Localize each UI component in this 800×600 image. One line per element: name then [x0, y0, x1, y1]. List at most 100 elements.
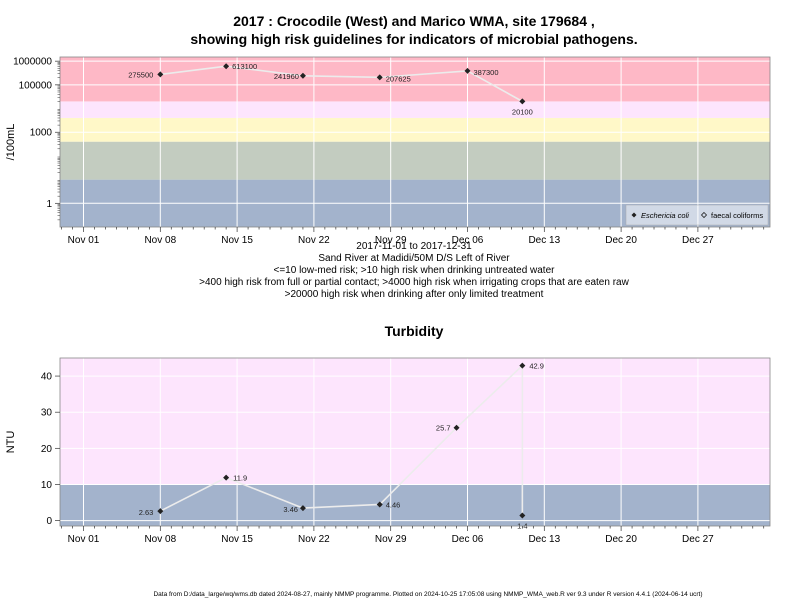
x-tick-label: Nov 15 [221, 534, 253, 545]
risk-bands [60, 57, 770, 227]
plot-frame [59, 56, 771, 228]
y-tick-label: 40 [41, 372, 53, 383]
turbidity-point-label: 11.9 [233, 474, 247, 483]
legend-marker-faecal [700, 211, 708, 219]
turbidity-grid-lines [60, 358, 770, 526]
ecoli-point [464, 67, 471, 74]
turbidity-point [519, 362, 526, 369]
turbidity-line-segment [379, 427, 458, 506]
y-tick-label: 1000 [30, 128, 53, 139]
ecoli-point-label: 207625 [386, 74, 411, 83]
y-tick-label: 1000000 [13, 57, 52, 68]
y-axis: 1 1000 100000 1000000 [13, 57, 60, 221]
ecoli-point-label: 275500 [128, 70, 153, 79]
ecoli-point-label: 20100 [512, 107, 533, 116]
ecoli-point-label: 241960 [274, 72, 299, 81]
turbidity-point-label: 3.46 [283, 505, 298, 514]
chart-title-line-2: showing high risk guidelines for indicat… [190, 31, 637, 47]
turbidity-line-segment [225, 476, 304, 509]
turbidity-point-label: 25.7 [436, 424, 451, 433]
turbidity-series-lines [159, 365, 524, 516]
x-tick-label: Nov 08 [144, 235, 176, 246]
microbial-chart: 2017 : Crocodile (West) and Marico WMA, … [5, 13, 771, 300]
y-tick-label: 10 [41, 480, 53, 491]
band-3 [60, 101, 770, 118]
x-axis: Nov 01 Nov 08 Nov 15 Nov 22 Nov 29 Dec 06 Dec … [61, 227, 765, 246]
series-lines [160, 65, 523, 103]
ecoli-line-segment [379, 70, 468, 79]
turbidity-title: Turbidity [385, 323, 444, 339]
y-axis-label: /100mL [5, 124, 17, 161]
turbidity-line-segment [302, 503, 380, 509]
turbidity-point [453, 424, 460, 431]
x-tick-label: Dec 13 [528, 235, 560, 246]
x-tick-label: Nov 08 [144, 534, 176, 545]
turbidity-plot-frame [59, 357, 771, 527]
y-tick-label: 30 [41, 408, 53, 419]
ecoli-point [376, 74, 383, 81]
turbidity-point-label: 2.63 [139, 508, 154, 517]
x-tick-label: Dec 20 [605, 534, 637, 545]
x-tick-label: Dec 06 [452, 534, 484, 545]
x-tick-label: Dec 27 [682, 235, 714, 246]
turbidity-point [519, 512, 526, 519]
legend-label-ecoli: Eschericia coli [641, 211, 689, 220]
ecoli-line-segment [302, 74, 380, 79]
turbidity-point [223, 474, 230, 481]
turbidity-x-axis: Nov 01 Nov 08 Nov 15 Nov 22 Nov 29 Dec 06 Dec … [61, 526, 765, 545]
ecoli-line-segment [467, 70, 523, 103]
ecoli-point-label: 613100 [232, 62, 257, 71]
band-1 [60, 358, 770, 485]
turbidity-point-label: 4.46 [386, 500, 401, 509]
chart-title-line-1: 2017 : Crocodile (West) and Marico WMA, … [233, 13, 595, 29]
caption-line-2: Sand River at Madidi/50M D/S Left of Riv… [318, 253, 510, 264]
x-tick-label: Dec 20 [605, 235, 637, 246]
x-tick-label: Dec 27 [682, 534, 714, 545]
y-tick-label: 0 [46, 516, 52, 527]
turbidity-point [157, 508, 164, 515]
legend-box [625, 204, 769, 226]
x-tick-label: Nov 01 [68, 534, 100, 545]
x-tick-label: Nov 22 [298, 235, 330, 246]
band-0 [60, 484, 770, 526]
x-tick-label: Dec 13 [528, 534, 560, 545]
x-tick-label: Dec 06 [452, 235, 484, 246]
caption-line-4: >400 high risk from full or partial cont… [199, 277, 629, 288]
footer-note: Data from D:/data_large/wq/wms.db dated … [153, 591, 702, 598]
legend-marker-ecoli [631, 212, 637, 218]
x-tick-label: Nov 22 [298, 534, 330, 545]
y-tick-label: 1 [46, 199, 52, 210]
y-tick-label: 20 [41, 444, 53, 455]
ecoli-point [299, 72, 306, 79]
x-tick-label: Nov 29 [375, 235, 407, 246]
ecoli-point-label: 387300 [474, 68, 499, 77]
turbidity-point [299, 505, 306, 512]
caption-line-1: 2017-11-01 to 2017-12-31 [356, 241, 472, 252]
legend-label-faecal: faecal coliforms [711, 211, 763, 220]
legend: Eschericia coli faecal coliforms [625, 204, 769, 226]
ecoli-point [223, 63, 230, 70]
ecoli-line-segment [226, 65, 304, 77]
caption-line-5: >20000 high risk when drinking after onl… [285, 289, 544, 300]
turbidity-point-label: 42.9 [529, 362, 544, 371]
band-1 [60, 141, 770, 180]
band-2 [60, 117, 770, 142]
x-tick-label: Nov 01 [68, 235, 100, 246]
ecoli-point [157, 71, 164, 78]
x-tick-label: Nov 29 [375, 534, 407, 545]
ecoli-line-segment [160, 65, 227, 76]
caption-line-3: <=10 low-med risk; >10 high risk when dr… [274, 265, 556, 276]
turbidity-line-segment [159, 476, 227, 512]
data-points: 275500 613100 241960 207625 387300 20100 [128, 62, 533, 116]
band-4 [60, 57, 770, 102]
grid-lines [60, 57, 770, 227]
y-tick-label: 100000 [19, 80, 53, 91]
turbidity-point [376, 501, 383, 508]
x-tick-label: Nov 15 [221, 235, 253, 246]
turbidity-y-axis-label: NTU [5, 431, 17, 454]
turbidity-line-segment [455, 365, 523, 429]
turbidity-bands [60, 358, 770, 526]
